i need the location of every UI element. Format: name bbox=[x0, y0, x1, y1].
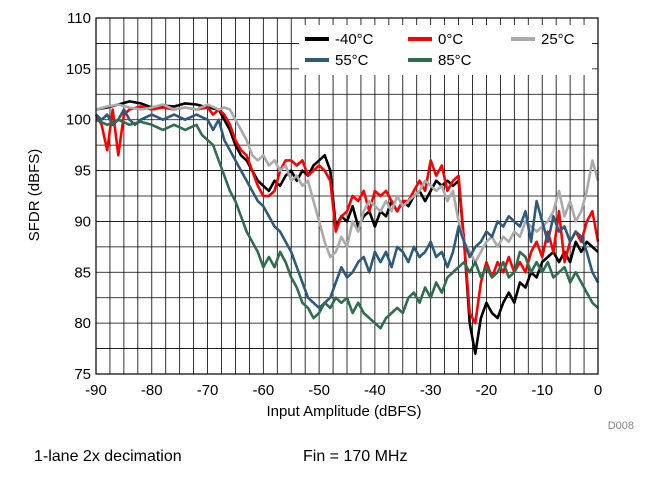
series-lines bbox=[94, 100, 600, 356]
legend-box bbox=[299, 25, 592, 75]
x-tick-label: -10 bbox=[531, 382, 553, 399]
plot-frame bbox=[95, 17, 599, 375]
x-tick-label: -30 bbox=[420, 382, 442, 399]
x-tick-label: -50 bbox=[308, 382, 330, 399]
x-axis-label: Input Amplitude (dBFS) bbox=[266, 403, 421, 420]
x-tick-label: -70 bbox=[197, 382, 219, 399]
x-tick-label: -20 bbox=[476, 382, 498, 399]
y-tick-label: 110 bbox=[67, 10, 91, 27]
y-tick-label: 90 bbox=[74, 213, 91, 230]
x-tick-label: -40 bbox=[364, 382, 386, 399]
series-line bbox=[95, 118, 599, 330]
x-tick-label: 0 bbox=[594, 382, 602, 399]
legend-entry-label: -40°C bbox=[335, 31, 374, 48]
caption-input-frequency: Fin = 170 MHz bbox=[303, 448, 407, 465]
y-tick-label: 85 bbox=[74, 264, 91, 281]
x-tick-label: -60 bbox=[252, 382, 274, 399]
series-line bbox=[95, 108, 600, 310]
y-tick-label: 100 bbox=[66, 112, 91, 129]
y-tick-label: 75 bbox=[74, 366, 91, 383]
legend-entry-label: 0°C bbox=[438, 31, 463, 48]
y-axis-label: SFDR (dBFS) bbox=[26, 149, 43, 242]
legend: -40°C 0°C 25°C 55°C 85°C bbox=[299, 25, 592, 75]
y-tick-label: 95 bbox=[74, 163, 91, 180]
series-line bbox=[94, 105, 600, 325]
axes: -90 -80 -70 -60 -50 -40 -30 -20 -10 0 75 80 85 90 95 10… bbox=[66, 10, 602, 399]
figure-id-label: D008 bbox=[608, 420, 634, 432]
legend-entry-label: 55°C bbox=[335, 52, 369, 69]
caption-decimation: 1-lane 2x decimation bbox=[34, 448, 182, 465]
y-tick-label: 105 bbox=[66, 61, 91, 78]
x-tick-label: -80 bbox=[141, 382, 163, 399]
legend-entry-label: 85°C bbox=[438, 52, 472, 69]
y-tick-label: 80 bbox=[74, 315, 91, 332]
legend-entry-label: 25°C bbox=[541, 31, 575, 48]
series-line bbox=[95, 100, 599, 356]
series-line bbox=[95, 103, 600, 264]
x-tick-label: -90 bbox=[85, 382, 107, 399]
